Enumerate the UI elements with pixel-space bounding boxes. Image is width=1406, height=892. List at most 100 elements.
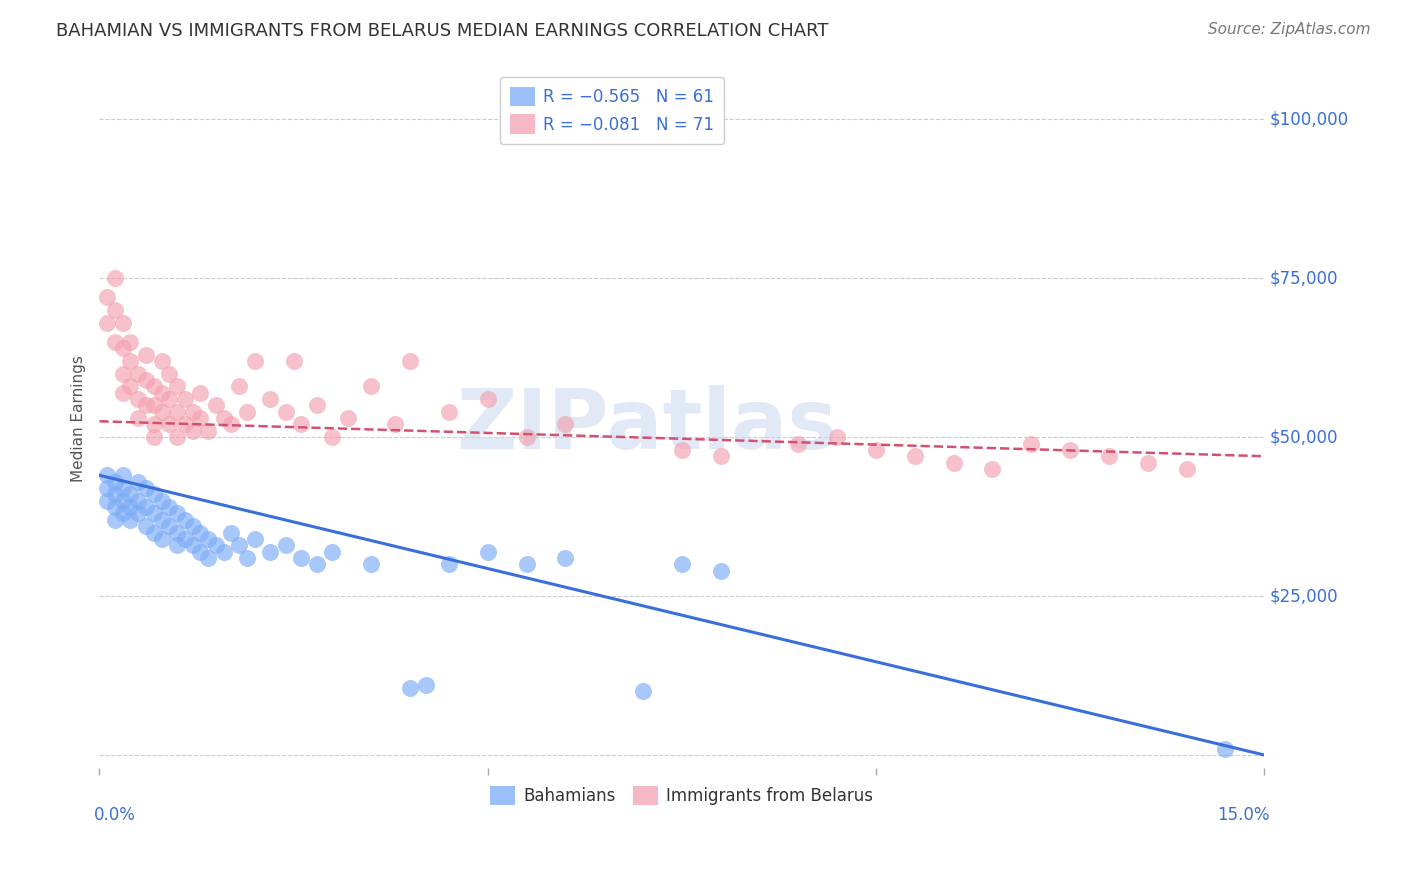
Point [259, 544, 281, 558]
Point [111, 493, 134, 508]
Point [710, 564, 733, 578]
Point [150, 385, 173, 400]
Point [166, 379, 188, 393]
Text: $50,000: $50,000 [1270, 428, 1339, 446]
Point [221, 417, 243, 432]
Point [104, 303, 127, 318]
Point [274, 538, 297, 552]
Point [190, 385, 212, 400]
Point [104, 475, 127, 489]
Point [127, 493, 149, 508]
Point [150, 354, 173, 368]
Point [1215, 741, 1237, 756]
Point [671, 558, 693, 572]
Point [384, 417, 406, 432]
Point [96, 468, 118, 483]
Point [96, 493, 118, 508]
Point [157, 417, 180, 432]
Point [437, 405, 460, 419]
Point [120, 354, 142, 368]
Point [290, 551, 312, 566]
Point [120, 487, 142, 501]
Point [305, 558, 328, 572]
Point [111, 367, 134, 381]
Point [157, 519, 180, 533]
Point [554, 551, 576, 566]
Point [96, 290, 118, 304]
Point [142, 525, 165, 540]
Point [127, 475, 149, 489]
Point [205, 538, 228, 552]
Point [1136, 456, 1159, 470]
Point [336, 411, 359, 425]
Point [120, 513, 142, 527]
Point [157, 367, 180, 381]
Point [1059, 442, 1081, 457]
Point [127, 367, 149, 381]
Point [104, 500, 127, 514]
Point [212, 544, 235, 558]
Point [228, 379, 250, 393]
Point [166, 405, 188, 419]
Point [104, 271, 127, 285]
Point [981, 462, 1004, 476]
Point [173, 532, 195, 546]
Point [631, 684, 654, 698]
Point [1175, 462, 1198, 476]
Point [865, 442, 887, 457]
Legend: Bahamians, Immigrants from Belarus: Bahamians, Immigrants from Belarus [484, 780, 880, 812]
Point [243, 532, 266, 546]
Point [710, 449, 733, 463]
Point [104, 334, 127, 349]
Point [173, 417, 195, 432]
Point [243, 354, 266, 368]
Point [127, 411, 149, 425]
Point [321, 544, 343, 558]
Point [166, 430, 188, 444]
Point [236, 551, 259, 566]
Point [415, 678, 437, 692]
Point [135, 519, 157, 533]
Point [181, 405, 204, 419]
Point [135, 481, 157, 495]
Point [142, 430, 165, 444]
Point [120, 334, 142, 349]
Point [150, 493, 173, 508]
Point [96, 316, 118, 330]
Point [360, 379, 382, 393]
Point [166, 525, 188, 540]
Point [190, 411, 212, 425]
Point [181, 424, 204, 438]
Point [111, 385, 134, 400]
Point [127, 507, 149, 521]
Text: $100,000: $100,000 [1270, 111, 1350, 128]
Point [274, 405, 297, 419]
Point [236, 405, 259, 419]
Point [259, 392, 281, 406]
Point [360, 558, 382, 572]
Point [221, 525, 243, 540]
Point [205, 398, 228, 412]
Point [399, 681, 422, 696]
Point [787, 436, 810, 450]
Point [150, 532, 173, 546]
Point [111, 468, 134, 483]
Point [197, 532, 219, 546]
Point [197, 424, 219, 438]
Point [942, 456, 965, 470]
Point [135, 398, 157, 412]
Point [142, 379, 165, 393]
Y-axis label: Median Earnings: Median Earnings [72, 355, 86, 482]
Point [515, 430, 537, 444]
Point [142, 507, 165, 521]
Text: Source: ZipAtlas.com: Source: ZipAtlas.com [1208, 22, 1371, 37]
Point [111, 481, 134, 495]
Point [111, 316, 134, 330]
Point [166, 538, 188, 552]
Point [166, 507, 188, 521]
Point [104, 513, 127, 527]
Point [135, 500, 157, 514]
Point [283, 354, 305, 368]
Point [197, 551, 219, 566]
Point [111, 507, 134, 521]
